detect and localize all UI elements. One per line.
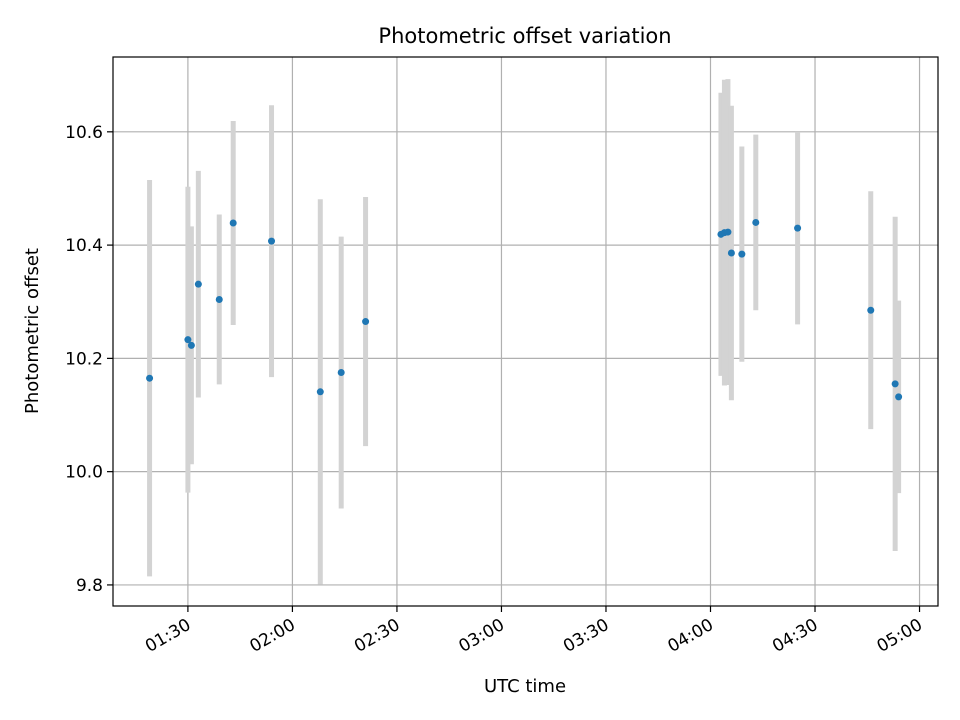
data-point — [867, 306, 875, 314]
data-point — [362, 318, 370, 326]
grid — [113, 57, 938, 606]
data-point — [268, 237, 276, 245]
data-point — [184, 336, 192, 344]
y-axis-ticks: 9.8 10.0 10.2 10.4 10.6 — [65, 123, 113, 596]
data-point — [891, 380, 899, 388]
y-axis-label: Photometric offset — [22, 248, 43, 414]
data-point — [316, 388, 324, 396]
data-point — [194, 280, 202, 288]
data-point — [724, 228, 732, 236]
plot-frame — [112, 56, 939, 607]
data-points — [146, 218, 903, 401]
y-tick-label: 10.0 — [65, 463, 103, 483]
data-point — [337, 369, 345, 377]
data-point — [187, 341, 195, 349]
y-tick-label: 10.4 — [65, 236, 103, 256]
data-point — [794, 224, 802, 232]
data-point — [752, 218, 760, 226]
data-point — [738, 250, 746, 258]
data-point — [895, 393, 903, 401]
y-tick-label: 9.8 — [76, 576, 103, 596]
data-point — [229, 219, 237, 227]
plot-background — [113, 57, 938, 606]
data-point — [727, 249, 735, 257]
y-tick-label: 10.6 — [65, 123, 103, 143]
x-axis-label: UTC time — [484, 676, 566, 697]
y-tick-label: 10.2 — [65, 349, 103, 369]
data-point — [146, 374, 154, 382]
data-point — [215, 295, 223, 303]
chart-title: Photometric offset variation — [378, 24, 671, 48]
